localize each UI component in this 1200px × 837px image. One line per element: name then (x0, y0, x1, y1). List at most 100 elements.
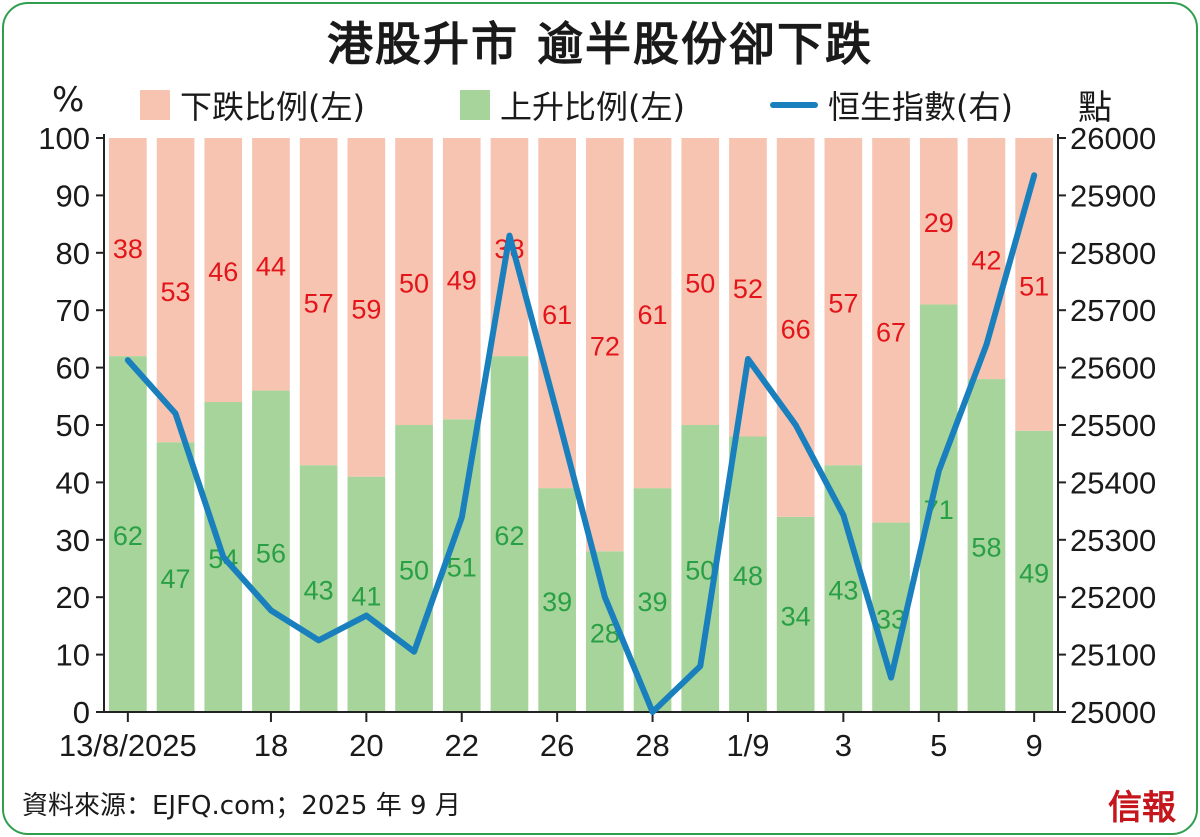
legend-advance-swatch (460, 90, 490, 120)
x-tick-label: 20 (349, 728, 383, 763)
x-tick-label: 5 (930, 728, 947, 763)
legend-advance: 上升比例(左) (460, 82, 685, 128)
left-tick-label: 0 (73, 695, 90, 730)
x-tick-label: 26 (540, 728, 574, 763)
bar-advance (252, 390, 290, 712)
left-tick-label: 10 (56, 638, 90, 673)
right-tick-label: 26000 (1070, 121, 1156, 156)
bar-advance (1015, 430, 1053, 712)
bar-decline (633, 138, 672, 489)
data-label-advance: 48 (733, 561, 763, 591)
legend-index-label: 恒生指數(右) (828, 88, 1013, 126)
data-label-advance: 43 (304, 576, 334, 606)
bar-advance (967, 379, 1006, 712)
legend-index: 恒生指數(右) (770, 82, 1013, 128)
right-tick-label: 25300 (1070, 523, 1156, 558)
bar-advance (919, 304, 958, 712)
data-label-advance: 62 (113, 521, 143, 551)
left-tick-label: 80 (56, 236, 90, 271)
left-tick-label: 20 (56, 580, 90, 615)
x-tick-label: 9 (1026, 728, 1043, 763)
left-tick-label: 50 (56, 408, 90, 443)
legend-decline-swatch (140, 90, 170, 120)
data-label-decline: 52 (733, 274, 763, 304)
x-tick-label: 22 (445, 728, 479, 763)
bar-advance (156, 442, 195, 712)
bar-advance (490, 356, 529, 712)
data-label-decline: 38 (113, 234, 143, 264)
data-label-decline: 44 (256, 251, 286, 281)
bar-advance (538, 488, 576, 712)
bar-decline (586, 138, 624, 552)
legend-decline: 下跌比例(左) (140, 82, 365, 128)
x-tick-label: 13/8/2025 (59, 728, 197, 763)
right-tick-label: 25600 (1070, 351, 1156, 386)
x-tick-label: 3 (835, 728, 852, 763)
bar-advance (776, 516, 815, 712)
bar-decline (204, 138, 243, 403)
legend-index-swatch (770, 102, 818, 108)
right-axis-unit: 點 (1078, 88, 1112, 128)
right-tick-label: 25800 (1070, 236, 1156, 271)
data-label-decline: 61 (542, 300, 572, 330)
data-label-decline: 46 (208, 257, 238, 287)
data-label-decline: 72 (590, 332, 620, 362)
data-label-advance: 62 (494, 521, 524, 551)
data-label-decline: 50 (685, 269, 715, 299)
bar-advance (729, 436, 767, 712)
data-label-decline: 59 (351, 294, 381, 324)
left-tick-label: 70 (56, 293, 90, 328)
bar-decline (252, 138, 290, 391)
data-label-decline: 42 (971, 246, 1001, 276)
right-tick-label: 25900 (1070, 178, 1156, 213)
data-label-advance: 47 (161, 564, 191, 594)
index-line (124, 172, 1038, 715)
data-label-decline: 29 (924, 208, 954, 238)
data-label-advance: 39 (638, 587, 668, 617)
data-label-decline: 50 (399, 269, 429, 299)
bar-advance (347, 476, 386, 712)
bar-decline (395, 138, 433, 425)
data-label-advance: 34 (781, 601, 811, 631)
bar-decline (919, 138, 958, 305)
x-tick-label: 18 (254, 728, 288, 763)
bar-decline (442, 138, 481, 420)
left-tick-label: 60 (56, 351, 90, 386)
data-label-advance: 51 (447, 553, 477, 583)
data-label-advance: 56 (256, 538, 286, 568)
bar-decline (347, 138, 386, 477)
bar-decline (299, 138, 338, 466)
right-tick-label: 25700 (1070, 293, 1156, 328)
data-label-advance: 41 (351, 581, 381, 611)
data-label-decline: 57 (828, 289, 858, 319)
legend-advance-label: 上升比例(左) (500, 88, 685, 126)
right-tick-label: 25200 (1070, 580, 1156, 615)
left-tick-label: 30 (56, 523, 90, 558)
bar-decline (729, 138, 767, 437)
bar-advance (824, 465, 863, 712)
bar-decline (1015, 138, 1053, 431)
data-label-advance: 43 (828, 576, 858, 606)
bar-decline (538, 138, 576, 489)
bar-decline (872, 138, 910, 523)
data-label-decline: 67 (876, 317, 906, 347)
x-tick-label: 1/9 (726, 728, 769, 763)
right-tick-label: 25000 (1070, 695, 1156, 730)
data-label-decline: 66 (781, 314, 811, 344)
left-tick-label: 100 (38, 121, 90, 156)
bar-decline (824, 138, 863, 466)
bar-advance (109, 356, 147, 712)
right-tick-label: 25500 (1070, 408, 1156, 443)
right-tick-label: 25400 (1070, 465, 1156, 500)
data-label-decline: 49 (447, 266, 477, 296)
data-label-decline: 53 (161, 277, 191, 307)
bar-advance (395, 425, 433, 712)
publisher-logo: 信報 (1108, 788, 1176, 828)
data-label-decline: 51 (1019, 271, 1049, 301)
bar-decline (681, 138, 720, 425)
data-label-advance: 49 (1019, 558, 1049, 588)
left-tick-label: 40 (56, 465, 90, 500)
bar-decline (109, 138, 147, 357)
left-axis-unit: % (52, 80, 85, 120)
bar-advance (442, 419, 481, 712)
